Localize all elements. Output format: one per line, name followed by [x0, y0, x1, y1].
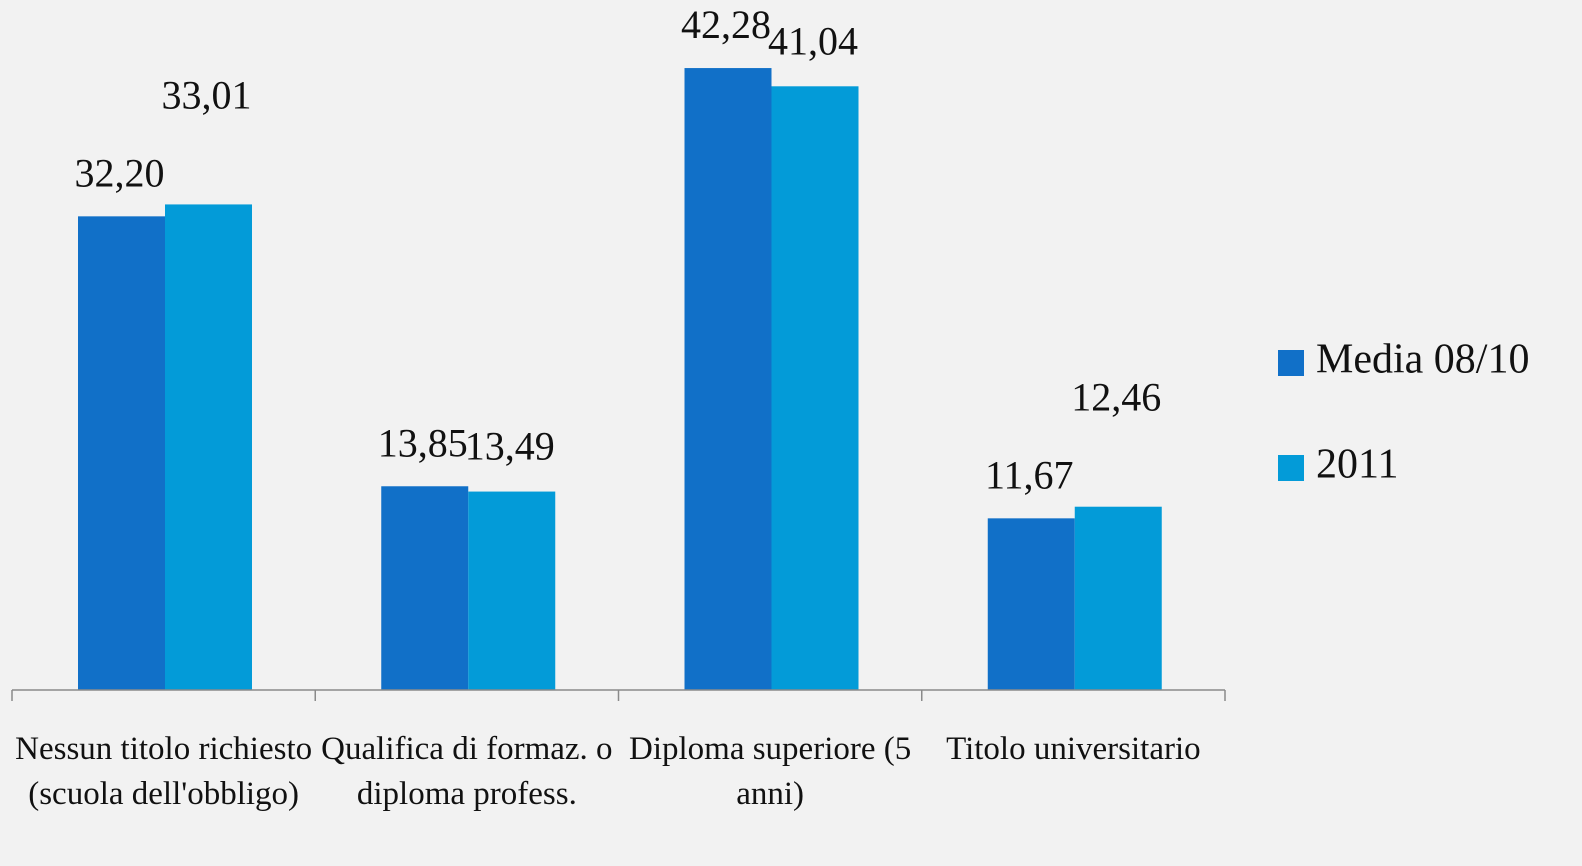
bar	[771, 86, 859, 691]
bar	[684, 68, 772, 690]
bar	[381, 486, 469, 690]
legend-swatch	[1278, 455, 1304, 481]
bar	[468, 491, 556, 690]
x-tick-label: Titolo universitario	[946, 731, 1201, 767]
x-tick-label: Diploma superiore (5 anni)	[628, 731, 912, 812]
legend-label: 2011	[1316, 442, 1398, 488]
bar	[78, 216, 165, 690]
value-label: 33,01	[162, 72, 252, 117]
value-label: 32,20	[75, 150, 165, 195]
legend-label: Media 08/10	[1316, 337, 1529, 383]
value-label: 13,85	[378, 420, 468, 465]
value-label: 42,28	[681, 2, 771, 47]
legend-swatch	[1278, 350, 1304, 376]
bar	[1074, 506, 1162, 690]
value-label: 13,49	[465, 424, 555, 469]
bar	[987, 518, 1075, 690]
value-label: 11,67	[985, 452, 1074, 497]
x-tick-label: Nessun titolo richiesto (scuola dell'obb…	[15, 731, 313, 812]
value-label: 41,04	[768, 18, 858, 63]
bar	[165, 204, 252, 690]
x-tick-label: Qualifica di formaz. o diploma profess.	[321, 731, 613, 812]
value-label: 12,46	[1071, 375, 1161, 420]
